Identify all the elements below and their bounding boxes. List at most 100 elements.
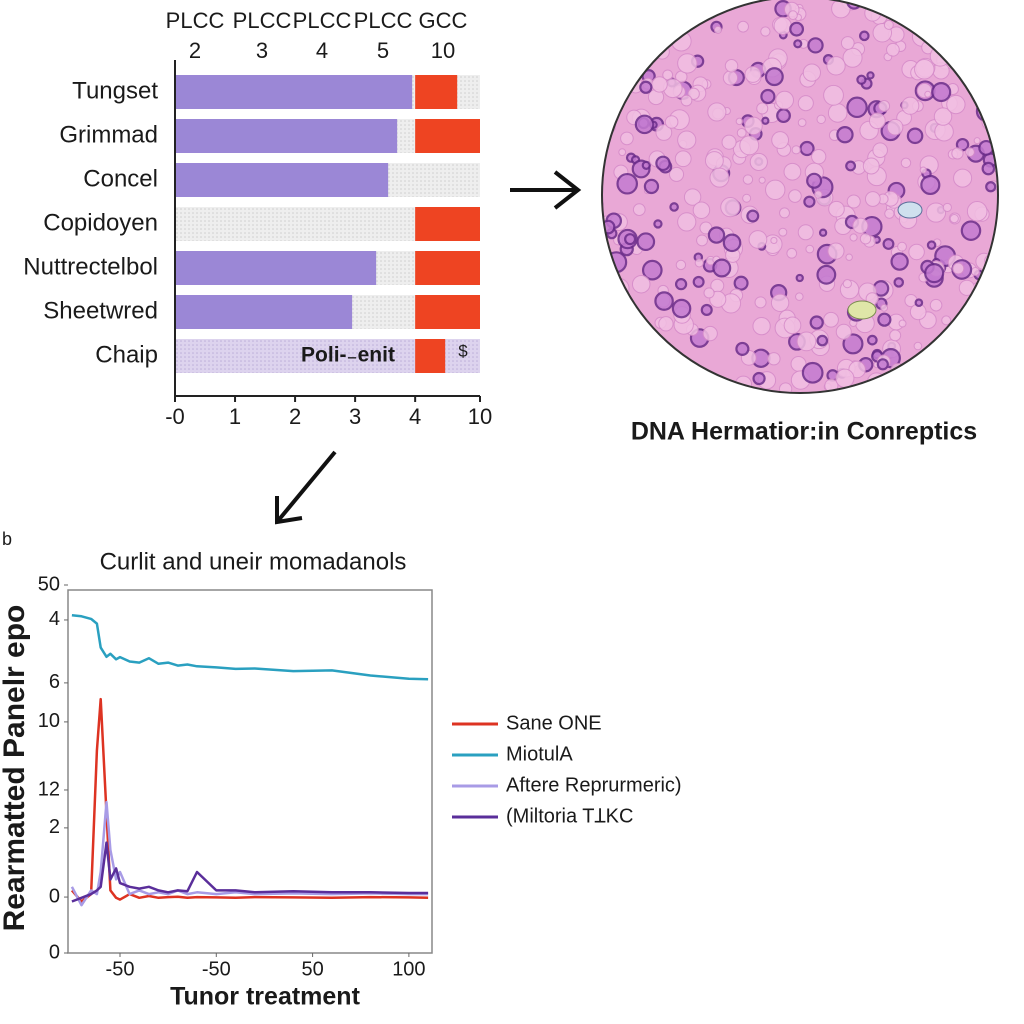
cell — [828, 200, 845, 218]
column-label: 2 — [189, 38, 201, 63]
cell — [960, 220, 982, 241]
cell — [614, 302, 626, 314]
cell — [840, 36, 855, 50]
cell — [806, 172, 823, 189]
cell — [651, 351, 665, 365]
cell — [849, 233, 858, 242]
cell — [987, 70, 998, 82]
cell — [981, 161, 996, 176]
cell — [799, 140, 815, 157]
y-axis-title: Rearmatted Panelr epo — [0, 605, 31, 932]
cell — [889, 329, 902, 342]
cell — [722, 233, 742, 253]
cell — [933, 107, 953, 126]
legend-label: MiotulA — [506, 743, 573, 765]
cell — [736, 127, 747, 138]
cell — [941, 315, 952, 326]
line — [70, 800, 429, 907]
cell — [868, 112, 886, 130]
cell — [803, 195, 816, 208]
cell — [758, 176, 766, 184]
cell — [770, 293, 790, 313]
cell — [744, 116, 763, 136]
cell — [636, 232, 656, 252]
cell — [675, 259, 687, 271]
cell — [709, 167, 730, 188]
cell — [602, 357, 607, 370]
cell — [602, 78, 615, 93]
cell — [733, 275, 749, 291]
cell — [893, 277, 905, 288]
cell — [965, 147, 975, 158]
cell — [605, 319, 625, 339]
cell — [795, 273, 804, 283]
cell — [796, 331, 817, 352]
cell — [864, 191, 881, 207]
column-label: PLCC — [233, 8, 292, 33]
cell — [632, 203, 646, 216]
cell — [846, 194, 861, 209]
cell — [872, 142, 888, 159]
cell — [606, 326, 617, 337]
cell — [612, 294, 630, 312]
category-label: Sheetwred — [43, 297, 158, 324]
cell — [965, 332, 988, 354]
cell — [944, 44, 959, 59]
cell — [893, 11, 902, 21]
cell — [639, 80, 653, 94]
y-tick-label: 10 — [38, 710, 60, 732]
cell — [602, 299, 619, 318]
category-label: Tungset — [72, 77, 158, 104]
cell — [989, 312, 998, 321]
cell — [945, 10, 957, 21]
cell — [618, 148, 627, 157]
cell — [783, 316, 802, 335]
cell — [845, 253, 853, 261]
column-label: PLCC — [354, 8, 413, 33]
cell — [683, 188, 702, 206]
cell — [674, 278, 688, 291]
cell — [901, 365, 917, 381]
range-bar — [415, 295, 480, 329]
cell — [694, 258, 704, 268]
cell — [633, 0, 654, 20]
cell — [602, 77, 608, 86]
cell — [749, 152, 768, 172]
cell — [644, 26, 653, 35]
cell — [655, 155, 671, 172]
cell — [702, 325, 718, 342]
cell — [703, 287, 715, 299]
cell — [651, 76, 668, 93]
cell — [925, 202, 947, 223]
cell — [926, 240, 937, 250]
cell — [976, 307, 994, 324]
plot-frame — [67, 589, 433, 954]
cell — [886, 118, 904, 136]
cell — [859, 233, 872, 245]
category-label: Chaip — [95, 341, 158, 368]
cell — [809, 315, 824, 330]
cell — [944, 341, 964, 361]
cell — [771, 131, 790, 150]
x-tick-label: -50 — [202, 958, 231, 980]
cell — [786, 247, 798, 259]
cell — [920, 174, 941, 196]
cell — [788, 10, 798, 21]
column-label: 4 — [316, 38, 328, 63]
cell — [602, 315, 616, 335]
cell — [862, 157, 880, 175]
cell — [816, 264, 837, 285]
cell — [807, 37, 824, 54]
cell — [692, 275, 705, 288]
image-caption: DNA Hermatior:in Conreptics — [631, 418, 977, 446]
cell — [764, 67, 784, 87]
cell — [647, 34, 662, 49]
cell — [938, 3, 958, 23]
cell — [765, 179, 786, 201]
cell — [898, 319, 907, 328]
cell — [847, 300, 877, 320]
cell — [607, 18, 625, 35]
cell — [775, 90, 794, 110]
cell — [756, 102, 769, 115]
column-label: 5 — [377, 38, 389, 63]
